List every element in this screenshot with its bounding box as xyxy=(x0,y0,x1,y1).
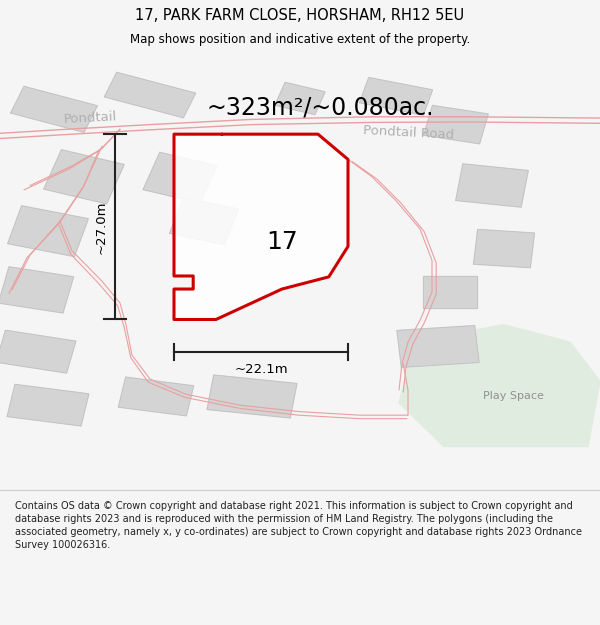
Polygon shape xyxy=(456,164,528,207)
Text: Map shows position and indicative extent of the property.: Map shows position and indicative extent… xyxy=(130,33,470,46)
Text: Contains OS data © Crown copyright and database right 2021. This information is : Contains OS data © Crown copyright and d… xyxy=(15,501,582,551)
Text: Play Space: Play Space xyxy=(482,391,544,401)
Polygon shape xyxy=(399,325,600,446)
Text: ~22.1m: ~22.1m xyxy=(234,362,288,376)
Polygon shape xyxy=(397,326,479,367)
Text: ~323m²/~0.080ac.: ~323m²/~0.080ac. xyxy=(207,95,434,119)
Polygon shape xyxy=(207,375,297,418)
Polygon shape xyxy=(359,78,433,115)
Polygon shape xyxy=(104,72,196,118)
Text: 17, PARK FARM CLOSE, HORSHAM, RH12 5EU: 17, PARK FARM CLOSE, HORSHAM, RH12 5EU xyxy=(136,8,464,23)
Polygon shape xyxy=(174,134,348,319)
Polygon shape xyxy=(170,198,238,244)
Text: 17: 17 xyxy=(266,230,298,254)
Polygon shape xyxy=(8,206,88,256)
Polygon shape xyxy=(423,276,477,308)
Polygon shape xyxy=(44,150,124,204)
Polygon shape xyxy=(11,86,97,132)
Polygon shape xyxy=(143,152,217,203)
Polygon shape xyxy=(0,330,76,373)
Polygon shape xyxy=(7,384,89,426)
Polygon shape xyxy=(0,267,74,313)
Text: Pondtail Road: Pondtail Road xyxy=(363,124,455,142)
Text: Pondtail: Pondtail xyxy=(63,110,117,126)
Polygon shape xyxy=(424,106,488,144)
Polygon shape xyxy=(118,377,194,416)
Polygon shape xyxy=(275,82,325,114)
Text: ~27.0m: ~27.0m xyxy=(95,200,108,254)
Polygon shape xyxy=(473,229,535,268)
